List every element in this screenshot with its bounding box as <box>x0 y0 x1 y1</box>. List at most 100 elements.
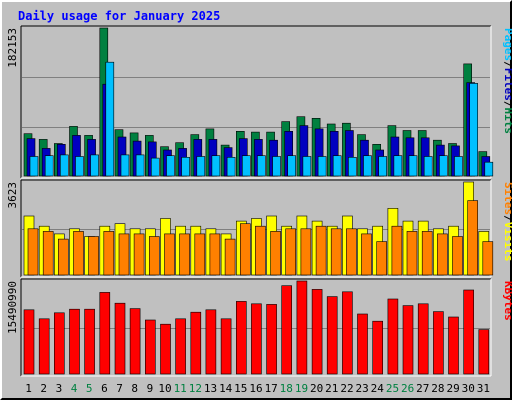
bar-pages-day-10 <box>166 155 175 177</box>
bar-sites-day-25 <box>391 225 403 276</box>
bar-pages-day-26 <box>408 155 418 177</box>
bar-sites-day-26 <box>406 231 418 276</box>
day-label-10: 10 <box>158 382 171 395</box>
day-label-23: 23 <box>355 382 368 395</box>
day-label-18: 18 <box>280 382 293 395</box>
day-label-2: 2 <box>40 382 47 395</box>
bar-kbytes-day-14 <box>220 318 232 375</box>
day-label-24: 24 <box>371 382 385 395</box>
bar-sites-day-9 <box>149 236 160 276</box>
bar-pages-day-17 <box>272 156 281 177</box>
bar-kbytes-day-15 <box>236 301 247 375</box>
legend-entry: Pages <box>502 28 512 61</box>
legend-entry: Sites <box>502 182 512 215</box>
bar-sites-day-6 <box>103 231 115 276</box>
bar-sites-day-24 <box>376 241 388 276</box>
bar-kbytes-day-23 <box>357 313 368 375</box>
bar-pages-day-1 <box>29 156 39 177</box>
bar-sites-day-8 <box>133 233 145 276</box>
bar-sites-day-1 <box>27 228 39 276</box>
bar-sites-day-19 <box>300 228 312 276</box>
max-label-kbytes: 15490990 <box>6 281 19 334</box>
bar-pages-day-31 <box>484 161 494 177</box>
day-label-12: 12 <box>189 382 202 395</box>
bar-sites-day-11 <box>179 233 190 276</box>
bar-sites-day-22 <box>346 228 357 276</box>
bar-kbytes-day-28 <box>433 311 444 375</box>
bar-kbytes-day-2 <box>38 318 50 375</box>
panel-visits: 3623 Sites/Visits <box>6 179 512 278</box>
bar-pages-day-16 <box>257 155 266 177</box>
day-label-30: 30 <box>462 382 475 395</box>
day-label-4: 4 <box>71 382 78 395</box>
max-label-visits: 3623 <box>6 182 19 209</box>
bar-sites-day-4 <box>73 231 84 276</box>
bar-kbytes-day-30 <box>463 289 475 375</box>
bar-pages-day-20 <box>317 156 327 177</box>
bar-pages-day-7 <box>120 154 130 177</box>
bar-kbytes-day-5 <box>84 308 95 375</box>
bar-kbytes-day-19 <box>296 280 308 375</box>
panel-kbytes: 15490990 KBytes <box>6 278 512 377</box>
bar-kbytes-day-1 <box>23 309 35 375</box>
day-label-6: 6 <box>101 382 108 395</box>
day-label-3: 3 <box>56 382 63 395</box>
bar-pages-day-18 <box>287 155 297 177</box>
bar-kbytes-day-7 <box>114 302 126 375</box>
day-label-19: 19 <box>295 382 308 395</box>
day-label-13: 13 <box>204 382 217 395</box>
day-label-22: 22 <box>340 382 353 395</box>
bar-kbytes-day-3 <box>53 312 65 375</box>
day-label-8: 8 <box>131 382 138 395</box>
legend-entry: / <box>502 101 512 108</box>
bar-kbytes-day-8 <box>129 308 141 375</box>
bar-kbytes-day-11 <box>175 318 186 375</box>
bar-sites-day-18 <box>285 228 297 276</box>
bar-pages-day-5 <box>90 154 99 177</box>
bar-pages-day-11 <box>181 157 190 177</box>
legend-entry: Hits <box>502 108 512 135</box>
bar-kbytes-day-20 <box>311 289 323 375</box>
bar-sites-day-7 <box>118 233 130 276</box>
bar-sites-day-23 <box>361 233 372 276</box>
day-label-20: 20 <box>310 382 323 395</box>
bar-pages-day-8 <box>135 154 145 177</box>
day-label-17: 17 <box>265 382 278 395</box>
bar-kbytes-day-6 <box>99 292 111 375</box>
day-label-14: 14 <box>219 382 233 395</box>
bar-sites-day-21 <box>330 228 342 276</box>
bar-pages-day-21 <box>332 155 342 177</box>
bar-kbytes-day-25 <box>387 298 399 375</box>
day-label-25: 25 <box>386 382 399 395</box>
bar-kbytes-day-24 <box>372 320 384 375</box>
chart-title: Daily usage for January 2025 <box>18 9 220 23</box>
day-label-29: 29 <box>446 382 459 395</box>
bar-sites-day-15 <box>240 223 251 276</box>
bar-pages-day-3 <box>59 154 69 177</box>
bar-pages-day-12 <box>196 156 206 177</box>
bar-sites-day-30 <box>467 200 479 276</box>
bar-kbytes-day-21 <box>326 296 338 375</box>
legend-entry: Files <box>502 68 512 101</box>
bar-kbytes-day-10 <box>160 323 171 375</box>
legend-entry: / <box>502 215 512 222</box>
bar-pages-day-2 <box>44 155 54 177</box>
day-label-16: 16 <box>249 382 262 395</box>
bar-sites-day-17 <box>270 231 281 276</box>
bar-kbytes-day-12 <box>190 311 202 375</box>
day-label-11: 11 <box>174 382 187 395</box>
bar-kbytes-day-13 <box>205 309 217 375</box>
bar-pages-day-23 <box>363 155 372 177</box>
day-label-26: 26 <box>401 382 414 395</box>
day-label-7: 7 <box>116 382 123 395</box>
bar-sites-day-20 <box>315 225 327 276</box>
bar-sites-day-5 <box>88 236 99 276</box>
day-label-5: 5 <box>86 382 93 395</box>
bar-pages-day-14 <box>226 157 236 177</box>
bar-kbytes-day-17 <box>266 304 277 375</box>
bar-kbytes-day-22 <box>342 291 353 375</box>
bar-sites-day-13 <box>209 233 221 276</box>
day-label-27: 27 <box>416 382 429 395</box>
